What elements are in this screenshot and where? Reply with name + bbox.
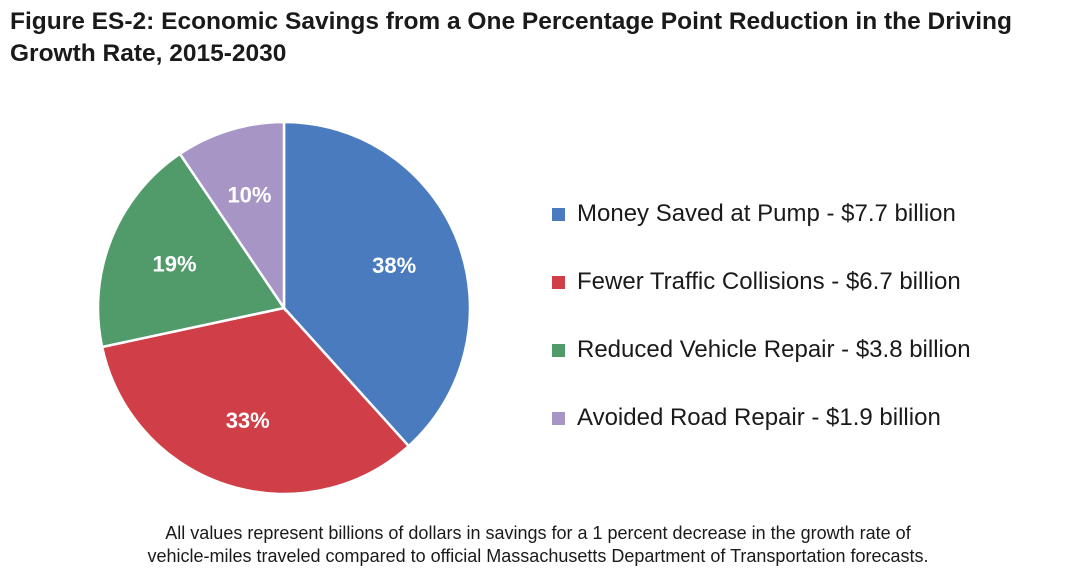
- chart-footnote: All values represent billions of dollars…: [0, 522, 1076, 568]
- legend-item-reduced-vehicle-repair: Reduced Vehicle Repair - $3.8 billion: [552, 316, 971, 384]
- legend-item-avoided-road-repair: Avoided Road Repair - $1.9 billion: [552, 384, 971, 452]
- footnote-line-1: All values represent billions of dollars…: [165, 523, 911, 543]
- pie-slice-money-saved-at-pump: [282, 120, 472, 448]
- legend-label: Fewer Traffic Collisions - $6.7 billion: [577, 268, 961, 295]
- legend-swatch: [552, 207, 565, 221]
- legend-item-fewer-traffic-collisions: Fewer Traffic Collisions - $6.7 billion: [552, 248, 971, 316]
- footnote-line-2: vehicle-miles traveled compared to offic…: [147, 546, 929, 566]
- slice-percent-label: 38%: [372, 253, 416, 278]
- legend-label: Reduced Vehicle Repair - $3.8 billion: [577, 336, 971, 363]
- chart-title: Figure ES-2: Economic Savings from a One…: [10, 8, 1012, 67]
- pie-slices: [96, 120, 472, 496]
- pie-slice-reduced-vehicle-repair: [96, 152, 287, 349]
- slice-percent-label: 10%: [227, 183, 271, 208]
- legend-label: Money Saved at Pump - $7.7 billion: [577, 200, 956, 227]
- slice-percent-label: 19%: [153, 251, 197, 276]
- pie-slice-labels: 38% 33% 19% 10%: [153, 183, 417, 433]
- slice-percent-label: 33%: [226, 408, 270, 433]
- legend-swatch: [552, 343, 565, 357]
- legend-item-money-saved-at-pump: Money Saved at Pump - $7.7 billion: [552, 180, 971, 248]
- chart-legend: Money Saved at Pump - $7.7 billion Fewer …: [552, 180, 971, 452]
- pie-chart: 38% 33% 19% 10%: [96, 120, 472, 496]
- legend-swatch: [552, 411, 565, 425]
- pie-slice-fewer-traffic-collisions: [100, 306, 411, 496]
- legend-swatch: [552, 275, 565, 289]
- pie-slice-avoided-road-repair: [178, 120, 286, 313]
- legend-label: Avoided Road Repair - $1.9 billion: [577, 404, 941, 431]
